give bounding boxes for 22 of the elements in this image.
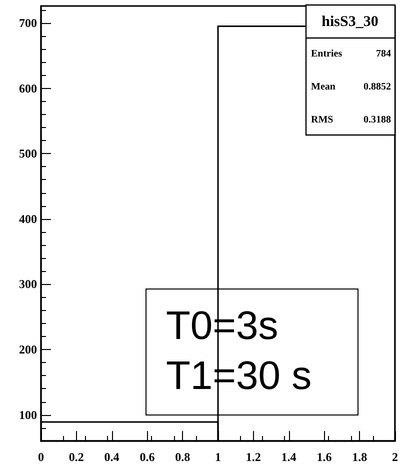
y-tick-label: 400 <box>19 212 37 226</box>
x-tick-label: 0.2 <box>68 450 84 464</box>
y-tick-label: 700 <box>19 16 37 30</box>
y-tick-label: 600 <box>19 81 37 96</box>
x-tick-label: 1.4 <box>281 450 296 464</box>
x-tick-label: 1.6 <box>316 450 332 464</box>
x-tick-label: 0.4 <box>104 450 120 464</box>
y-tick-label: 300 <box>19 277 37 292</box>
y-tick-label: 500 <box>19 146 37 161</box>
x-tick-label: 2 <box>392 450 398 464</box>
x-tick-label: 1 <box>215 450 221 464</box>
x-tick-label: 0.6 <box>140 450 155 464</box>
x-tick-label: 1.8 <box>352 450 368 464</box>
x-tick-label: 0 <box>38 450 44 464</box>
text: Entries 784 <box>311 48 391 60</box>
text: RMS 0.3188 <box>311 114 391 126</box>
y-tick-label: 200 <box>19 342 37 357</box>
text: Mean 0.8852 <box>311 82 391 92</box>
x-tick-label: 0.8 <box>175 450 190 464</box>
text: hisS3_30 <box>322 14 378 30</box>
y-tick-label: 100 <box>19 408 37 422</box>
x-tick-label: 1.2 <box>246 450 261 464</box>
